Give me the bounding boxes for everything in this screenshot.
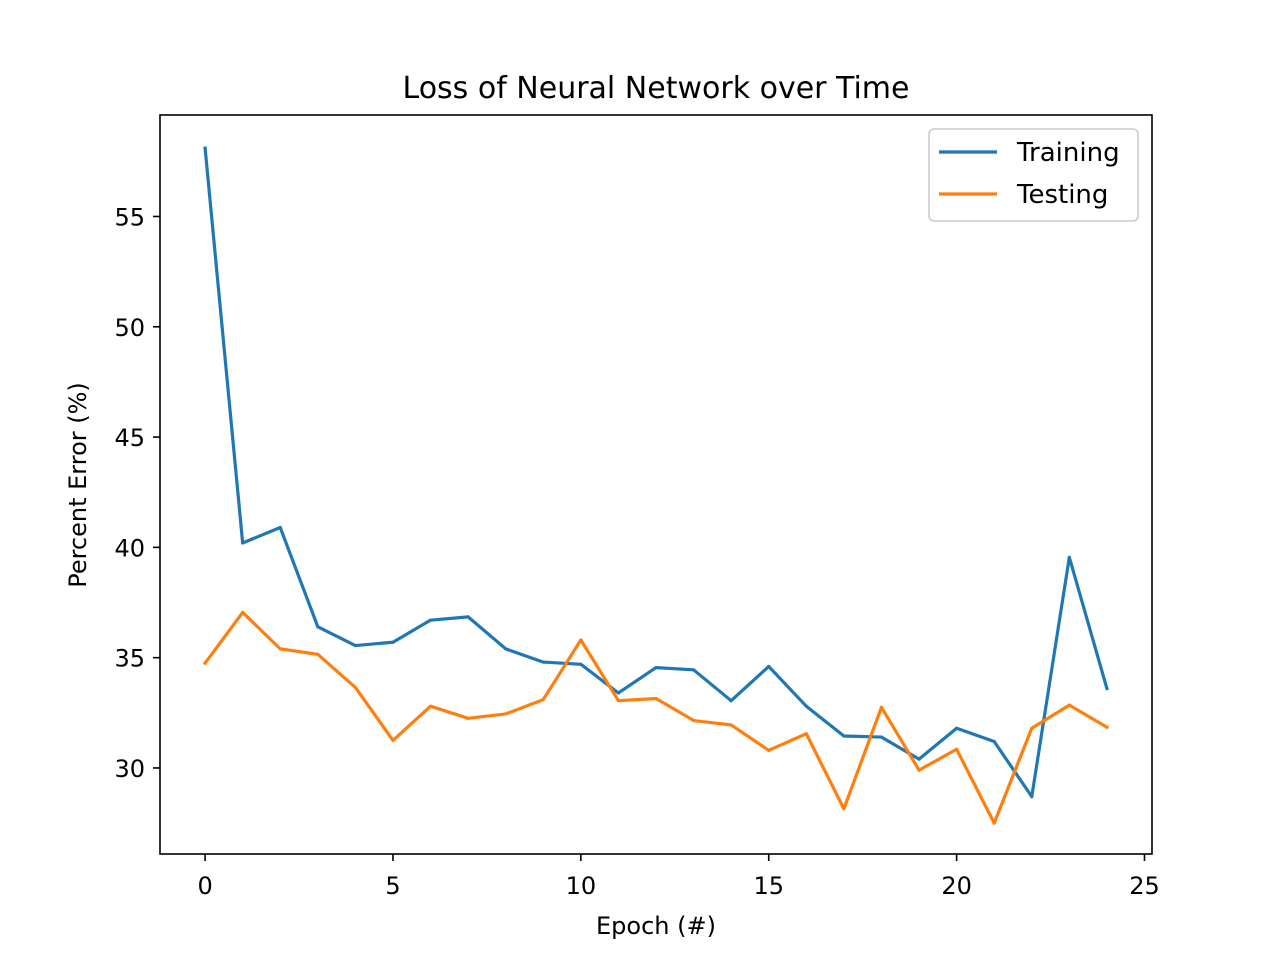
data-point-training-22 [1030, 795, 1034, 799]
data-point-training-18 [879, 735, 884, 739]
data-point-training-15 [767, 664, 771, 669]
data-point-training-9 [541, 660, 545, 664]
data-point-training-5 [391, 640, 395, 644]
data-point-testing-4 [353, 685, 357, 690]
data-point-testing-5 [391, 738, 395, 742]
data-point-training-24 [1105, 686, 1109, 691]
y-tick-label: 35 [114, 645, 145, 673]
x-axis-ticks: 0 5 10 15 20 25 [197, 854, 1160, 900]
legend-label-testing: Testing [1016, 180, 1108, 210]
data-point-training-13 [691, 668, 696, 672]
data-point-training-19 [917, 757, 921, 761]
data-point-testing-13 [691, 718, 696, 723]
y-axis-ticks: 30 35 40 45 50 55 [114, 203, 160, 783]
data-point-testing-6 [428, 704, 433, 708]
data-point-training-16 [804, 704, 808, 708]
data-point-training-1 [241, 541, 245, 545]
data-point-testing-16 [804, 732, 808, 736]
data-point-testing-18 [879, 705, 884, 709]
y-tick-label: 55 [114, 203, 145, 231]
data-point-testing-3 [316, 652, 320, 656]
data-point-testing-8 [504, 712, 508, 716]
data-point-training-14 [729, 699, 733, 703]
data-point-training-11 [616, 691, 621, 695]
y-tick-label: 40 [114, 534, 145, 562]
data-point-testing-22 [1030, 726, 1034, 730]
data-point-training-2 [278, 525, 282, 530]
data-point-training-7 [466, 615, 470, 619]
data-point-testing-9 [541, 697, 545, 702]
y-axis-label: Percent Error (%) [64, 382, 92, 588]
legend: Training Testing [928, 128, 1139, 222]
data-point-training-17 [842, 734, 846, 738]
data-point-training-23 [1067, 555, 1071, 559]
data-point-testing-15 [767, 748, 771, 752]
data-point-testing-12 [654, 696, 658, 701]
data-point-testing-23 [1067, 703, 1071, 707]
data-point-testing-10 [579, 638, 583, 642]
data-point-testing-14 [729, 723, 733, 727]
x-tick-label: 25 [1129, 872, 1160, 900]
data-point-testing-2 [278, 647, 282, 651]
x-tick-label: 0 [197, 872, 212, 900]
series-lines [202, 146, 1110, 825]
data-point-training-4 [353, 643, 357, 648]
data-point-testing-1 [241, 610, 245, 615]
x-tick-label: 5 [385, 872, 400, 900]
y-tick-label: 50 [114, 314, 145, 342]
data-point-testing-17 [842, 807, 846, 811]
legend-label-training: Training [1016, 138, 1120, 168]
data-point-testing-20 [955, 747, 959, 751]
data-point-testing-19 [917, 768, 921, 772]
chart-title: Loss of Neural Network over Time [403, 71, 910, 106]
x-tick-label: 15 [753, 872, 784, 900]
plot-frame [159, 114, 1153, 855]
data-point-training-0 [203, 146, 207, 150]
data-point-testing-0 [203, 661, 207, 665]
y-tick-label: 45 [114, 424, 145, 452]
data-point-training-12 [654, 666, 658, 670]
y-tick-label: 30 [114, 755, 145, 783]
data-point-testing-7 [466, 716, 470, 720]
data-point-training-10 [579, 662, 583, 666]
x-axis-label: Epoch (#) [596, 912, 716, 940]
data-point-testing-21 [992, 821, 996, 825]
x-tick-label: 10 [566, 872, 597, 900]
data-point-testing-24 [1105, 725, 1109, 729]
data-point-testing-11 [616, 699, 621, 703]
data-point-training-3 [316, 625, 320, 629]
x-tick-label: 20 [941, 872, 972, 900]
data-point-training-8 [504, 647, 508, 651]
data-point-training-6 [428, 618, 433, 622]
data-point-training-20 [955, 726, 959, 730]
data-point-training-21 [992, 739, 996, 744]
